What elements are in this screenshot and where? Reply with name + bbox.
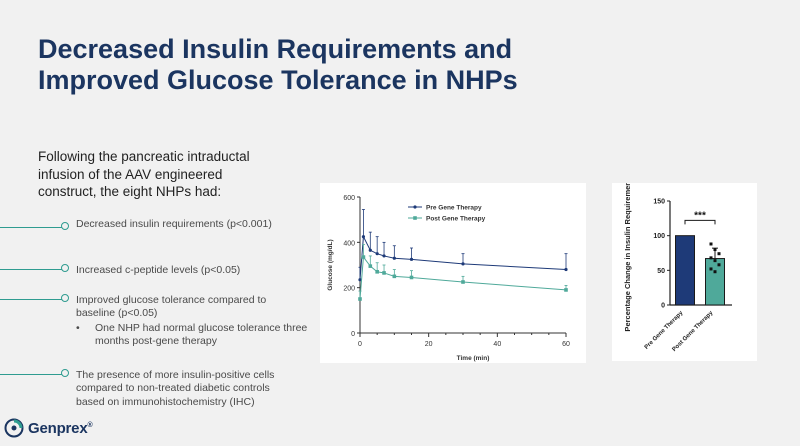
y-tick-label: 0 — [351, 331, 355, 338]
bullet-dot-1 — [61, 222, 69, 230]
significance-bracket — [684, 219, 716, 225]
logo-trademark: ® — [87, 421, 93, 429]
y-tick-label: 50 — [657, 268, 665, 275]
data-point — [709, 242, 713, 246]
data-point — [713, 259, 717, 263]
bullet-connector-4 — [0, 374, 64, 375]
intro-text: Following the pancreatic intraductal inf… — [38, 149, 250, 199]
data-point — [409, 257, 414, 261]
y-tick-label: 100 — [653, 233, 665, 240]
insulin-bar-chart: 0 50 100 150 Percentage Change in Insulin Re… — [623, 174, 732, 353]
x-tick-label: 20 — [425, 341, 433, 348]
data-point — [361, 235, 366, 239]
data-point — [709, 267, 713, 271]
legend-marker — [413, 205, 417, 209]
bullet-connector-3 — [0, 299, 64, 300]
data-point — [368, 264, 373, 268]
logo-name: Genprex — [28, 419, 88, 437]
x-tick-label: 0 — [358, 341, 362, 348]
data-point — [358, 278, 362, 282]
glucose-chart-panel: 0 200 400 600 0 20 40 60 Time (min) Glucose (mg/d… — [320, 183, 586, 363]
data-point — [713, 248, 717, 252]
data-point — [392, 256, 396, 260]
significance-label: *** — [694, 210, 706, 221]
data-point — [368, 248, 372, 252]
legend-label: Pre Gene Therapy — [426, 205, 482, 212]
data-point — [717, 252, 721, 256]
data-point — [361, 255, 366, 259]
data-point — [392, 274, 397, 279]
bullet-dot-4 — [61, 369, 69, 377]
bullet-4: The presence of more insulin-positive ce… — [76, 369, 275, 408]
data-point — [375, 270, 379, 274]
insulin-chart-panel: 0 50 100 150 Percentage Change in Insulin Re… — [612, 174, 757, 361]
legend-label: Post Gene Therapy — [426, 216, 486, 223]
data-point — [375, 252, 379, 256]
genprex-logo: Genprex® — [4, 417, 93, 439]
bar — [705, 258, 725, 306]
data-point — [461, 280, 465, 284]
bullet-dot-3 — [61, 294, 69, 302]
y-axis-label: Percentage Change in Insulin Requirement… — [623, 183, 632, 332]
bullet-2: Increased c-peptide levels (p<0.05) — [76, 264, 241, 276]
data-point — [713, 270, 717, 274]
x-tick-label: 60 — [562, 341, 570, 348]
slide-title-line2: Improved Glucose Tolerance in NHPs — [38, 65, 518, 95]
glucose-line-chart: 0 200 400 600 0 20 40 60 Time (min) Glucose (mg/d… — [327, 195, 570, 362]
data-point — [717, 263, 721, 267]
legend-marker — [413, 216, 417, 220]
slide-title-line1: Decreased Insulin Requirements and — [38, 34, 513, 64]
x-axis-label: Time (min) — [457, 355, 490, 362]
data-point — [709, 256, 713, 260]
bar — [675, 235, 695, 306]
y-tick-label: 400 — [343, 240, 355, 247]
y-tick-label: 600 — [343, 195, 355, 202]
genprex-logo-text: Genprex® — [28, 419, 93, 437]
y-axis-label: Glucose (mg/dL) — [327, 239, 334, 290]
x-tick-label: 40 — [493, 341, 501, 348]
data-point — [358, 297, 362, 301]
y-tick-label: 200 — [343, 286, 355, 293]
data-point — [382, 271, 386, 275]
bullet-dot-2 — [61, 264, 69, 272]
sub-bullet-marker: • — [76, 322, 80, 334]
y-tick-label: 150 — [653, 199, 665, 206]
bullet-connector-1 — [0, 227, 64, 228]
data-point — [382, 254, 386, 258]
bullet-connector-2 — [0, 269, 64, 270]
sub-bullet: • One NHP had normal glucose tolerance t… — [76, 322, 311, 349]
y-tick-label: 0 — [661, 303, 665, 310]
genprex-logo-icon — [4, 418, 24, 438]
data-point — [409, 275, 414, 280]
bullet-3: Improved glucose tolerance compared to b… — [76, 294, 267, 320]
slide-title: Decreased Insulin Requirements and Impro… — [38, 34, 598, 96]
bullet-1: Decreased insulin requirements (p<0.001) — [76, 218, 272, 230]
data-point — [564, 267, 568, 272]
data-point — [461, 262, 465, 266]
sub-bullet-text: One NHP had normal glucose tolerance thr… — [95, 322, 308, 348]
data-point — [564, 288, 568, 292]
